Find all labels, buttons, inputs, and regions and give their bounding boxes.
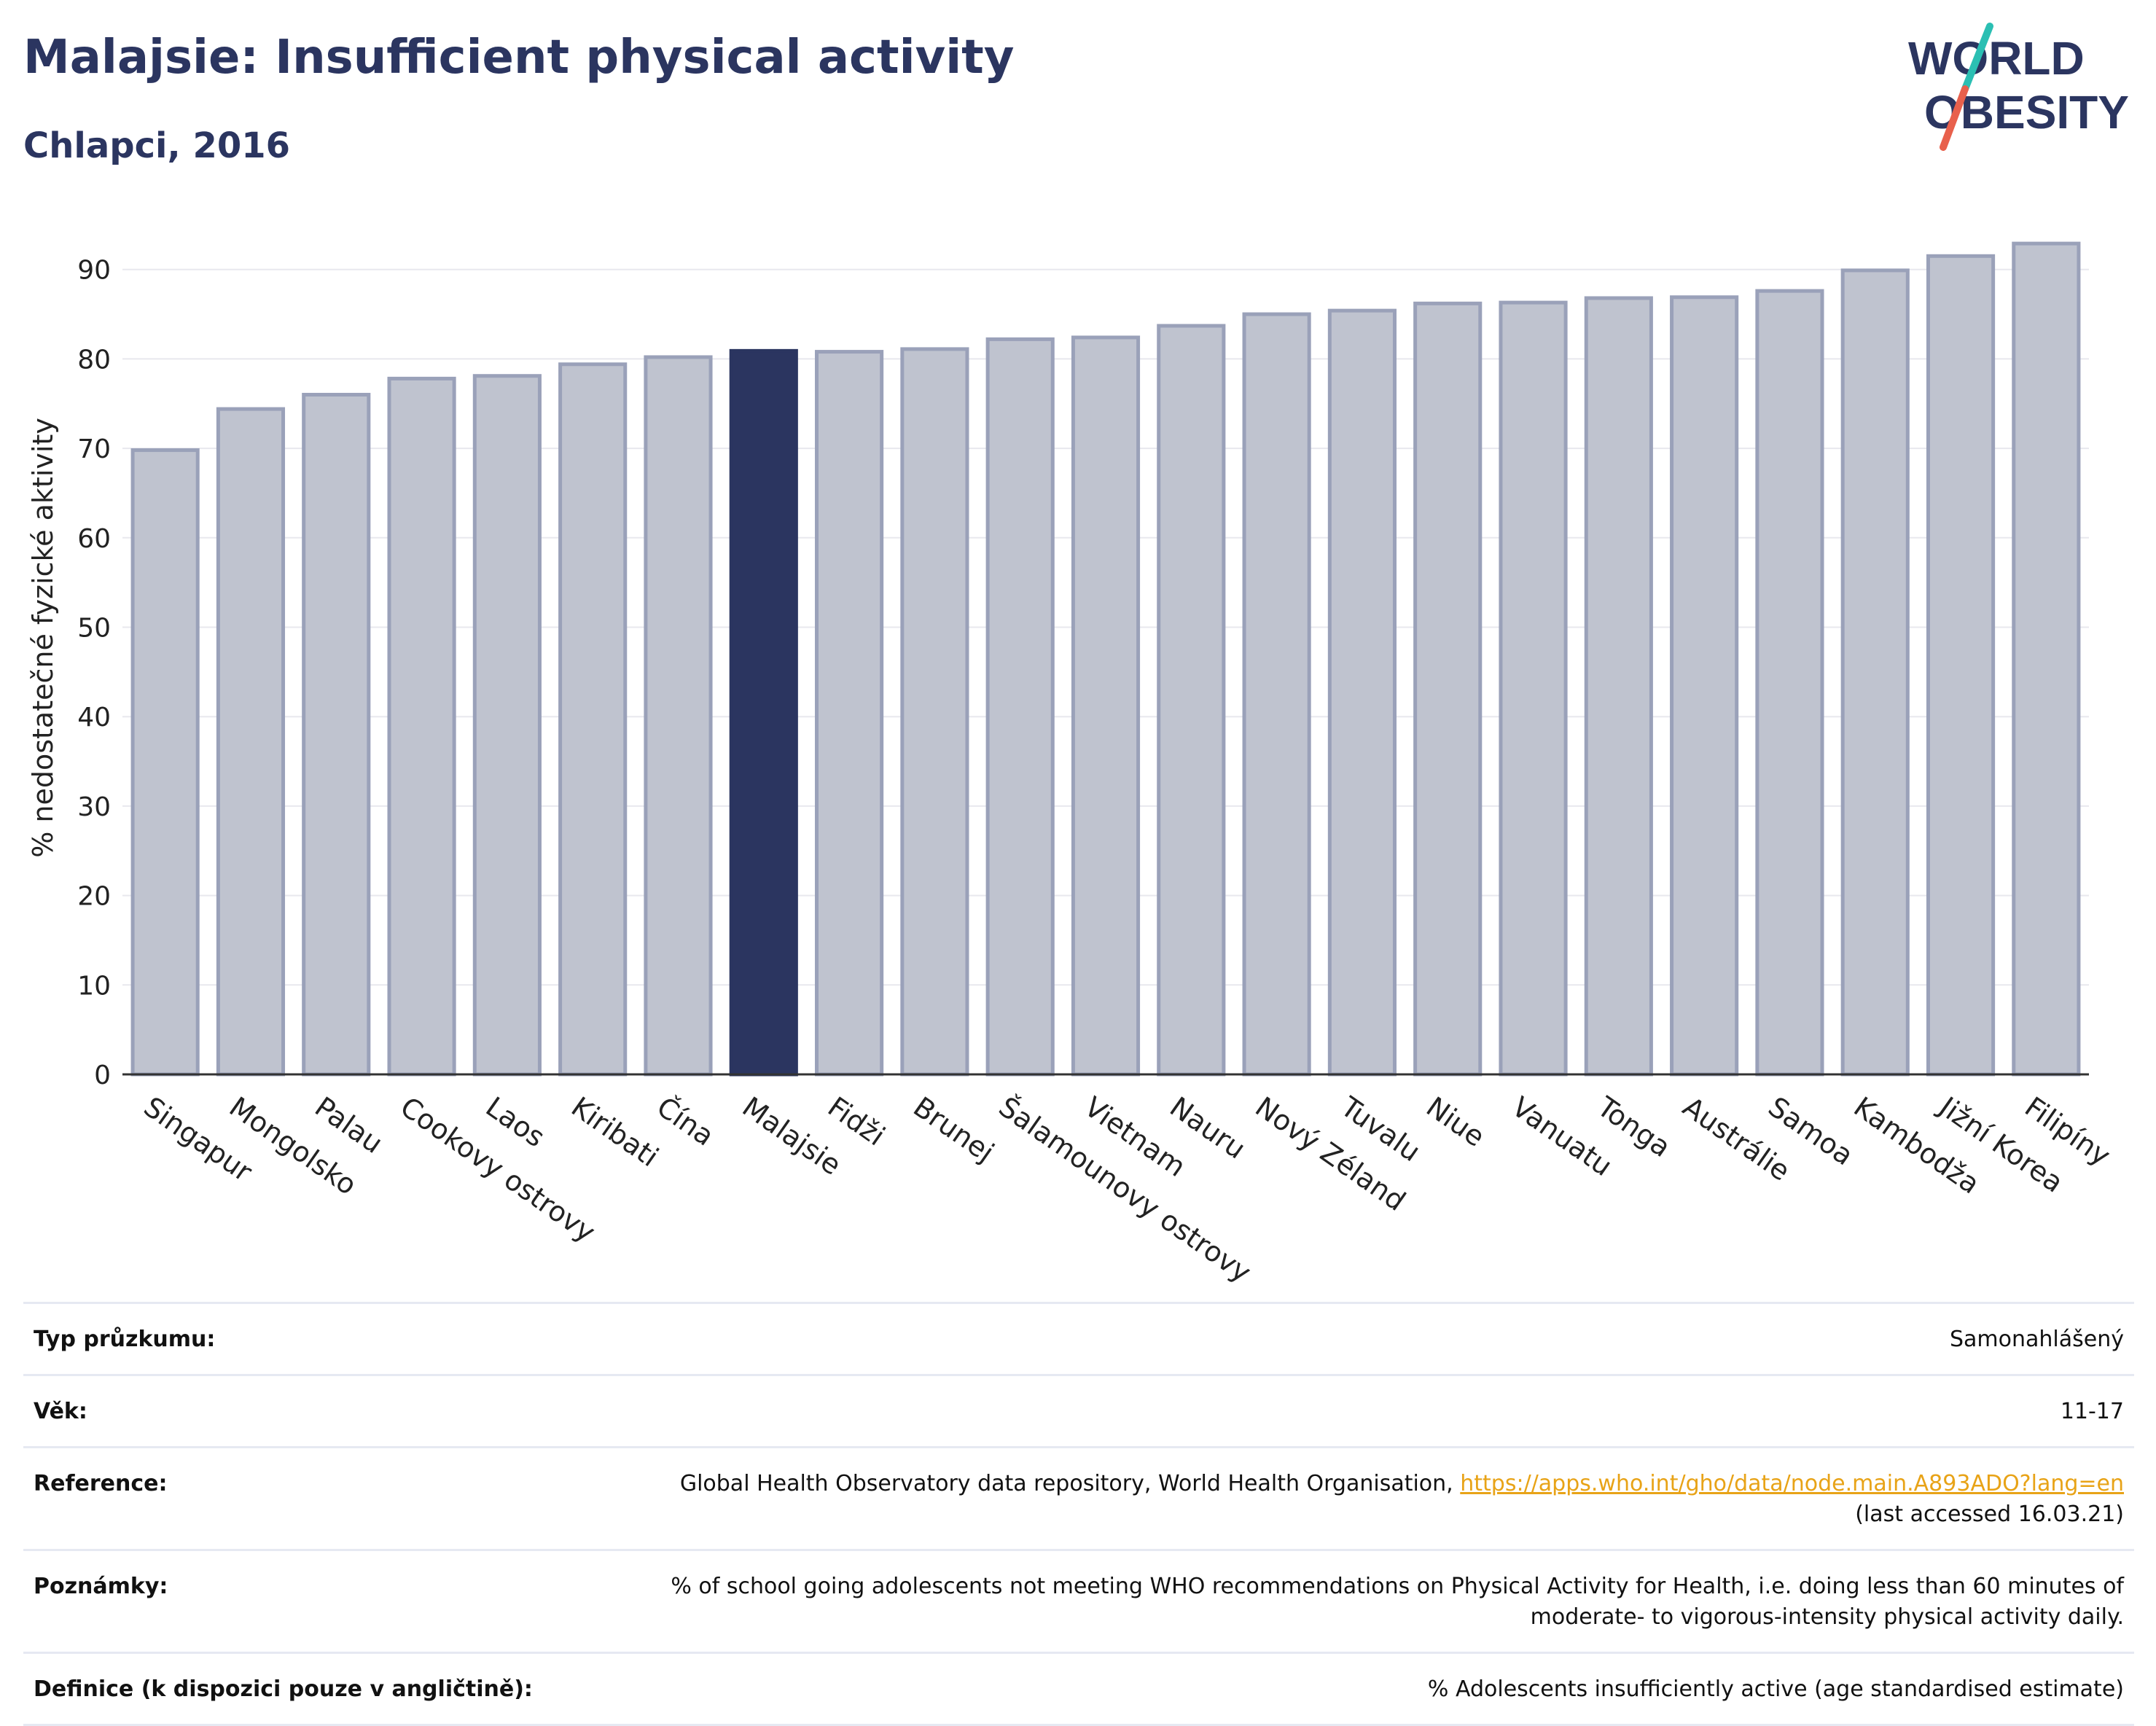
info-row-notes: Poznámky: % of school going adolescents … [23,1551,2134,1654]
y-tick-label: 0 [94,1061,111,1090]
page-title: Malajsie: Insufficient physical activity [23,31,1015,85]
x-tick-label: Niue [1421,1090,1491,1153]
survey-type-label: Typ průzkumu: [34,1327,216,1352]
bar-tuvalu [1327,308,1397,1077]
bar-tonga [1584,296,1653,1077]
y-tick-labels: 0 10 20 30 40 50 60 70 80 90 [77,256,111,1090]
y-tick-label: 60 [77,524,111,554]
y-tick-label: 20 [77,882,111,912]
y-tick-label: 80 [77,345,111,375]
logo-slash-top [1961,23,1993,93]
y-tick-label: 90 [77,256,111,286]
reference-value: Global Health Observatory data repositor… [196,1469,2124,1530]
age-label: Věk: [34,1399,87,1424]
x-tick-label: Laos [480,1090,551,1153]
bar-jižní-korea [1926,254,1996,1077]
bar-nauru [1157,324,1226,1077]
definition-label: Definice (k dispozici pouze v angličtině… [34,1676,533,1702]
bar-filipíny [2012,241,2081,1077]
bar-austrálie [1670,295,1739,1077]
bar-mongolsko [216,407,286,1077]
x-tick-label: Nový Zéland [1249,1090,1411,1217]
bar-vietnam [1071,335,1141,1077]
bar-čína [644,355,713,1077]
bar-kambodža [1840,268,1910,1077]
reference-link[interactable]: https://apps.who.int/gho/data/node.main.… [1460,1471,2124,1496]
info-row-survey: Typ průzkumu: Samonahlášený [23,1304,2134,1376]
y-tick-label: 50 [77,614,111,644]
bar-brunej [900,347,969,1077]
bar-šalamounovy-ostrovy [985,337,1055,1077]
y-tick-label: 70 [77,434,111,464]
y-axis-label: % nedostatečné fyzické aktivity [27,418,59,858]
notes-label: Poznámky: [34,1574,168,1599]
logo-slash-bottom [1940,85,1969,151]
reference-label: Reference: [34,1471,168,1496]
bar-fidži [815,350,884,1077]
bar-malajsie [729,348,798,1077]
y-tick-label: 40 [77,703,111,733]
bar-singapur [130,448,200,1077]
x-tick-label: Brunej [907,1090,1000,1168]
notes-line-2: moderate- to vigorous-intensity physical… [1530,1604,2124,1630]
bar-samoa [1755,289,1824,1077]
notes-line-1: % of school going adolescents not meetin… [671,1574,2124,1599]
bar-cookovy-ostrovy [387,376,456,1077]
bar-vanuatu [1499,300,1568,1077]
page-subtitle: Chlapci, 2016 [23,125,291,166]
survey-type-value: Samonahlášený [1950,1327,2124,1352]
bar-kiribati [558,362,628,1077]
info-row-definition: Definice (k dispozici pouze v angličtině… [23,1654,2134,1726]
info-row-reference: Reference: Global Health Observatory dat… [23,1448,2134,1551]
logo-text-world: WORLD [1908,32,2085,85]
y-tick-label: 10 [77,971,111,1001]
bar-chart: 0 10 20 30 40 50 60 70 80 90 SingapurMongolskoPal… [27,241,2117,1289]
info-table: Typ průzkumu: Samonahlášený Věk: 11-17 R… [23,1302,2134,1726]
reference-text: Global Health Observatory data repositor… [679,1471,1453,1496]
age-value: 11-17 [2060,1399,2124,1424]
y-tick-label: 30 [77,792,111,822]
notes-value: % of school going adolescents not meetin… [197,1571,2124,1633]
definition-value: % Adolescents insufficiently active (age… [1427,1676,2124,1702]
bars-layer [130,241,2081,1077]
x-tick-label: Kiribati [566,1090,664,1173]
world-obesity-logo: WORLD OBESITY [1908,23,2129,151]
reference-accessed: (last accessed 16.03.21) [1855,1502,2124,1527]
info-row-age: Věk: 11-17 [23,1376,2134,1448]
x-tick-label: Fidži [822,1090,891,1152]
bar-niue [1413,301,1483,1077]
bar-laos [472,374,542,1077]
bar-nový-zéland [1242,312,1311,1077]
bar-palau [302,392,371,1077]
x-tick-label: Čína [651,1090,719,1152]
